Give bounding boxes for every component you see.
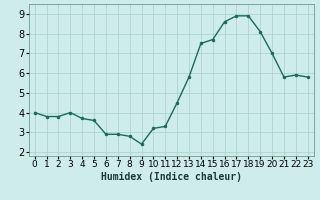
X-axis label: Humidex (Indice chaleur): Humidex (Indice chaleur) — [101, 172, 242, 182]
